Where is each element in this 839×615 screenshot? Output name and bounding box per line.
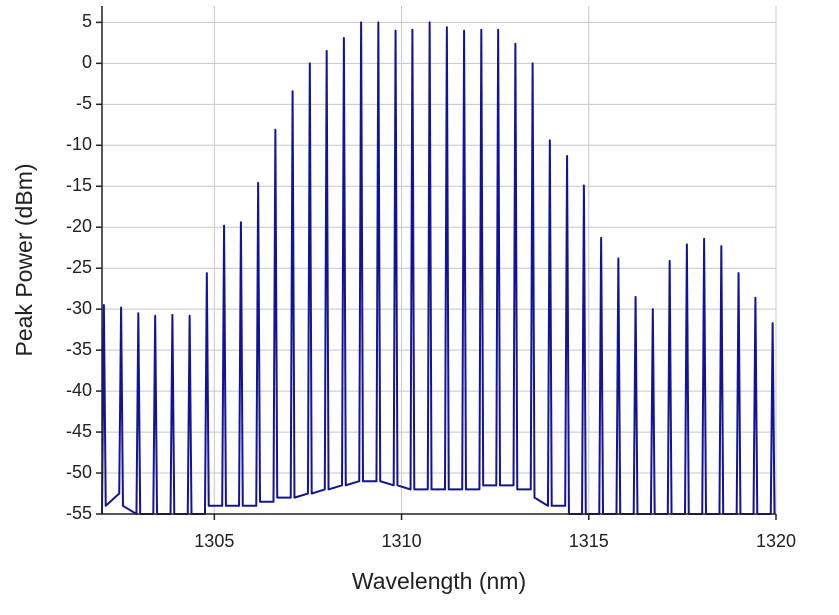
y-tick-label: -20 <box>66 216 92 236</box>
y-tick-label: 0 <box>82 52 92 72</box>
x-tick-label: 1320 <box>756 531 796 551</box>
y-tick-label: -50 <box>66 462 92 482</box>
y-tick-label: -55 <box>66 503 92 523</box>
y-tick-label: -25 <box>66 257 92 277</box>
x-tick-label: 1315 <box>569 531 609 551</box>
y-tick-label: -30 <box>66 298 92 318</box>
y-tick-label: -15 <box>66 175 92 195</box>
x-tick-label: 1310 <box>382 531 422 551</box>
y-tick-label: 5 <box>82 11 92 31</box>
y-tick-label: -5 <box>76 93 92 113</box>
y-axis-title: Peak Power (dBm) <box>11 163 37 356</box>
y-tick-label: -45 <box>66 421 92 441</box>
x-tick-label: 1305 <box>194 531 234 551</box>
y-tick-label: -35 <box>66 339 92 359</box>
spectrum-line <box>101 21 776 515</box>
x-axis-title: Wavelength (nm) <box>352 568 526 594</box>
y-tick-label: -40 <box>66 380 92 400</box>
y-tick-label: -10 <box>66 134 92 154</box>
